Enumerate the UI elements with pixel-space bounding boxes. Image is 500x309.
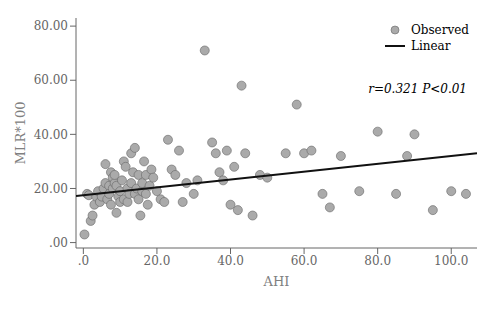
html-text:Linear: Linear [410, 39, 451, 53]
svg-text:MLR*100: MLR*100 [13, 101, 28, 164]
html-text:r=0.321 P<0.01: r=0.321 P<0.01 [368, 82, 467, 97]
svg-text:100.0: 100.0 [434, 254, 468, 268]
svg-text:20.00: 20.00 [34, 182, 68, 196]
svg-text:.00: .00 [49, 236, 68, 250]
svg-text:AHI: AHI [263, 274, 290, 289]
svg-text:60.00: 60.00 [34, 73, 68, 87]
svg-text:80.00: 80.00 [34, 19, 68, 33]
svg-text:80.0: 80.0 [364, 254, 391, 268]
svg-text:40.00: 40.00 [34, 128, 68, 142]
html-text:Observed: Observed [410, 23, 469, 37]
svg-text:.0: .0 [78, 254, 89, 268]
svg-text:60.0: 60.0 [291, 254, 318, 268]
svg-text:40.0: 40.0 [217, 254, 244, 268]
svg-text:20.0: 20.0 [144, 254, 171, 268]
